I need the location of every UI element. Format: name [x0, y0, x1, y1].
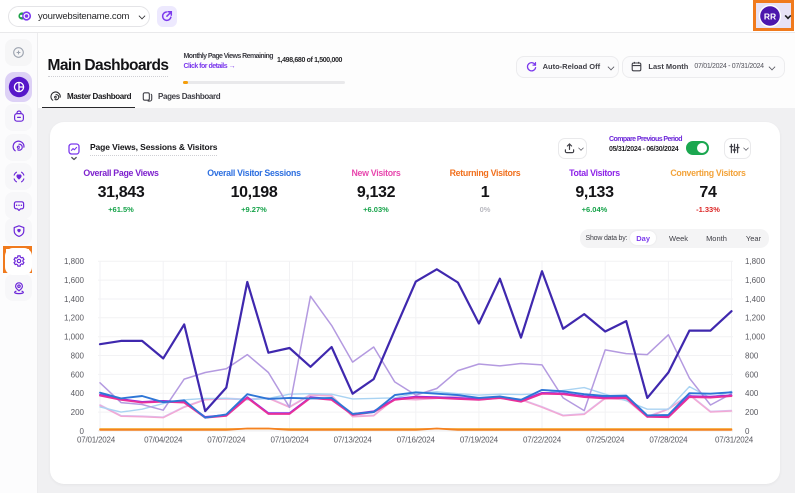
svg-text:RR: RR [764, 11, 776, 21]
